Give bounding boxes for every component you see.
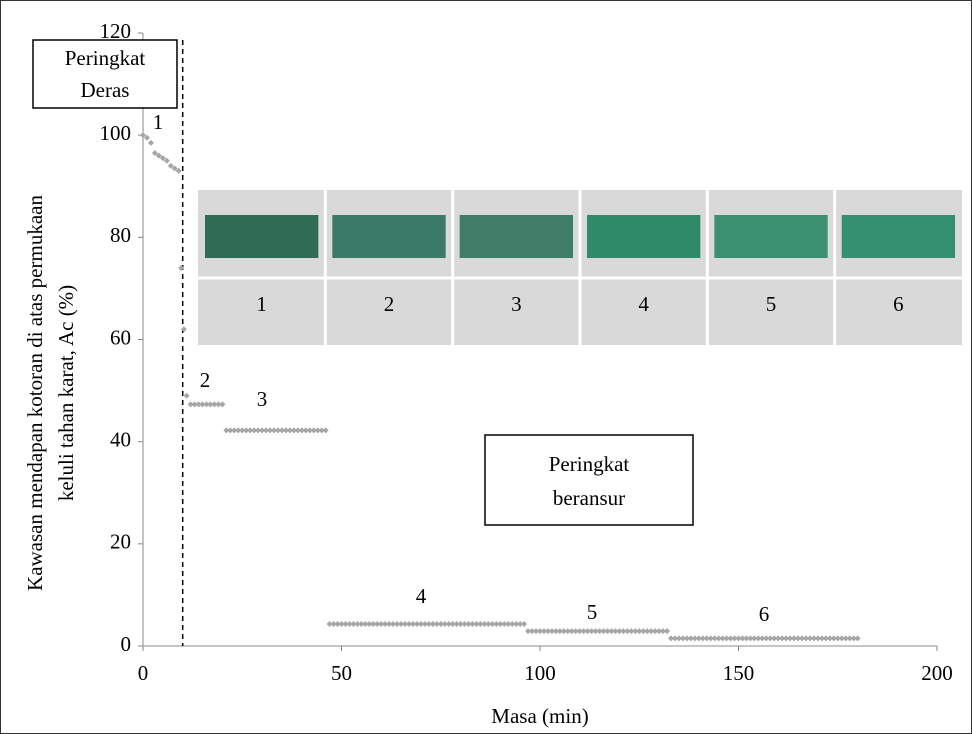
x-tick-label: 0 — [138, 661, 149, 685]
stage-label: 1 — [153, 110, 164, 134]
chart: 1 2 3 4 5 6 0 20 40 60 80 100 120 0 50 100 150 200 Masa (… — [0, 0, 972, 734]
panel-label: 1 — [256, 292, 267, 316]
annotation-text: Peringkat — [65, 46, 146, 70]
annotation-text: Peringkat — [549, 452, 630, 476]
y-tick-label: 80 — [110, 223, 131, 247]
y-tick-label: 20 — [110, 530, 131, 554]
photo — [332, 215, 445, 258]
photo — [842, 215, 955, 258]
x-tick-label: 200 — [921, 661, 953, 685]
x-axis-label: Masa (min) — [491, 704, 588, 728]
panel-label: 6 — [893, 292, 904, 316]
stage-label: 4 — [416, 584, 427, 608]
stage-label: 2 — [200, 368, 211, 392]
photo — [714, 215, 827, 258]
panel-label: 4 — [638, 292, 649, 316]
stage-label: 6 — [759, 602, 770, 626]
y-tick-label: 0 — [121, 632, 132, 656]
panel-label: 2 — [384, 292, 395, 316]
photo — [205, 215, 318, 258]
annotation-box — [485, 435, 693, 525]
annotation-text: beransur — [553, 486, 625, 510]
x-tick-label: 50 — [331, 661, 352, 685]
y-tick-label: 60 — [110, 325, 131, 349]
y-axis-label: Kawasan mendapan kotoran di atas permuka… — [23, 195, 47, 591]
x-tick-label: 100 — [524, 661, 556, 685]
photo — [460, 215, 573, 258]
y-tick-label: 100 — [100, 121, 132, 145]
image-panel: 1 2 3 4 5 6 — [198, 190, 962, 345]
panel-label: 5 — [766, 292, 777, 316]
photo — [587, 215, 700, 258]
y-axis-label: keluli tahan karat, Ac (%) — [54, 285, 78, 501]
annotation-text: Deras — [81, 78, 130, 102]
y-tick-label: 40 — [110, 427, 131, 451]
stage-label: 5 — [587, 600, 598, 624]
x-tick-label: 150 — [723, 661, 755, 685]
y-tick-label: 120 — [100, 19, 132, 43]
stage-label: 3 — [257, 387, 268, 411]
panel-label: 3 — [511, 292, 522, 316]
